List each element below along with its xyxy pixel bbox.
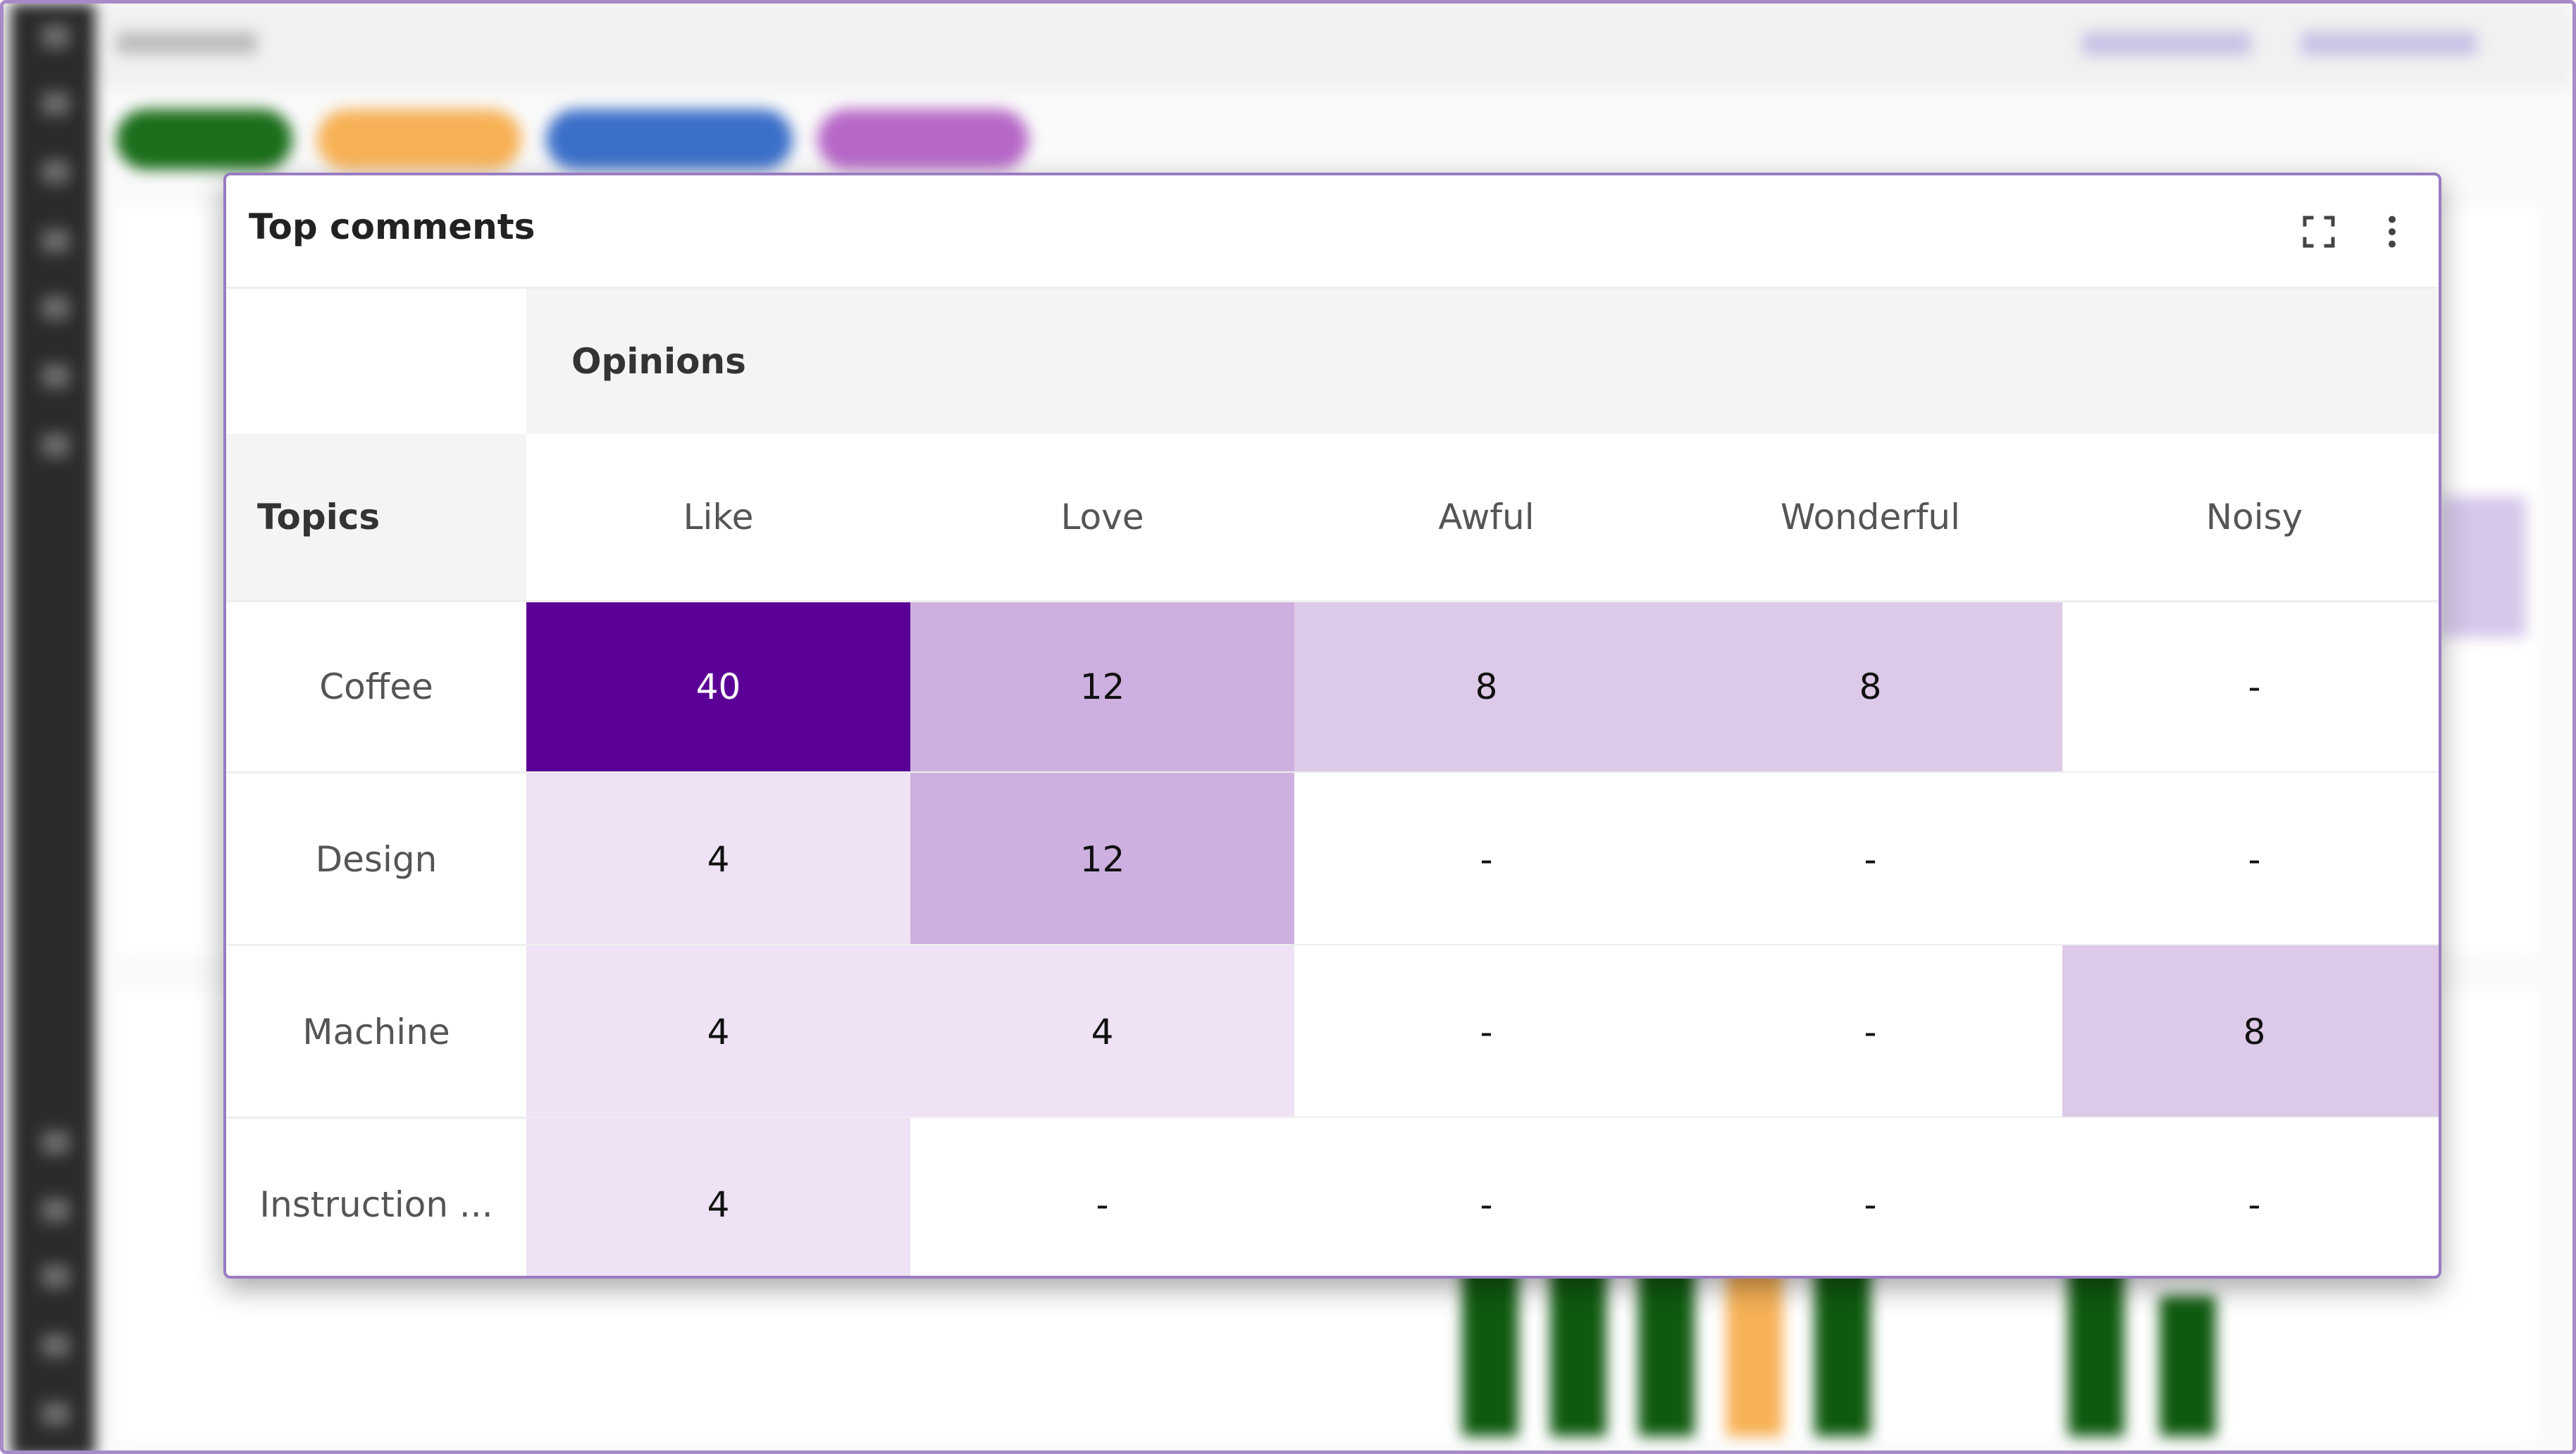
heatmap-cell[interactable]: - (1678, 945, 2062, 1118)
divider (226, 600, 2439, 602)
row-divider (226, 771, 2439, 773)
filter-pill (817, 109, 1029, 170)
heatmap-cell[interactable]: 4 (526, 773, 910, 945)
row-header[interactable]: Design (315, 838, 438, 880)
heatmap-cell[interactable]: 4 (526, 945, 910, 1118)
corner-cell (226, 289, 526, 434)
heatmap-cell[interactable]: - (910, 1118, 1294, 1276)
fullscreen-button[interactable] (2298, 211, 2340, 253)
heatmap-cell[interactable]: - (1294, 1118, 1678, 1276)
heatmap-cell[interactable]: 8 (1678, 600, 2062, 773)
row-header[interactable]: Coffee (319, 666, 433, 707)
column-group-header: Opinions (526, 289, 2439, 434)
side-rail (11, 4, 95, 1450)
filter-pill (116, 109, 292, 170)
heatmap-cell[interactable]: - (1294, 773, 1678, 945)
heatmap-cell[interactable]: - (2062, 600, 2439, 773)
widget-title: Top comments (249, 206, 535, 247)
row-divider (226, 1117, 2439, 1119)
heatmap-cell[interactable]: - (1678, 773, 2062, 945)
column-header[interactable]: Wonderful (1780, 497, 1961, 538)
row-divider (226, 944, 2439, 946)
more-options-button[interactable] (2371, 211, 2413, 253)
heatmap-cell[interactable]: 8 (2062, 945, 2439, 1118)
row-header[interactable]: Machine (302, 1011, 450, 1052)
heatmap-cell[interactable]: 4 (526, 1118, 910, 1276)
column-header[interactable]: Like (683, 497, 754, 538)
heatmap-table: Opinions Topics Like Love Awful Wonderful Nois… (226, 287, 2439, 1276)
filter-pill (317, 109, 521, 170)
column-header[interactable]: Love (1060, 497, 1144, 538)
top-comments-widget: Top comments Opinions Topics Like Love Awful… (223, 173, 2441, 1279)
heatmap-cell[interactable]: - (2062, 773, 2439, 945)
heatmap-cell[interactable]: 12 (910, 600, 1294, 773)
more-vertical-icon (2389, 216, 2396, 248)
heatmap-cell[interactable]: - (1294, 945, 1678, 1118)
column-header[interactable]: Awful (1438, 497, 1535, 538)
heatmap-cell[interactable]: 8 (1294, 600, 1678, 773)
fullscreen-icon (2303, 216, 2335, 248)
column-header[interactable]: Noisy (2205, 497, 2303, 538)
row-header[interactable]: Instruction ... (259, 1183, 493, 1225)
heatmap-cell[interactable]: - (2062, 1118, 2439, 1276)
widget-header: Top comments (226, 175, 2439, 287)
filter-pill (546, 109, 793, 170)
row-group-header: Topics (226, 434, 526, 600)
heatmap-cell[interactable]: - (1678, 1118, 2062, 1276)
heatmap-cell[interactable]: 4 (910, 945, 1294, 1118)
heatmap-cell[interactable]: 40 (526, 600, 910, 773)
heatmap-cell[interactable]: 12 (910, 773, 1294, 945)
